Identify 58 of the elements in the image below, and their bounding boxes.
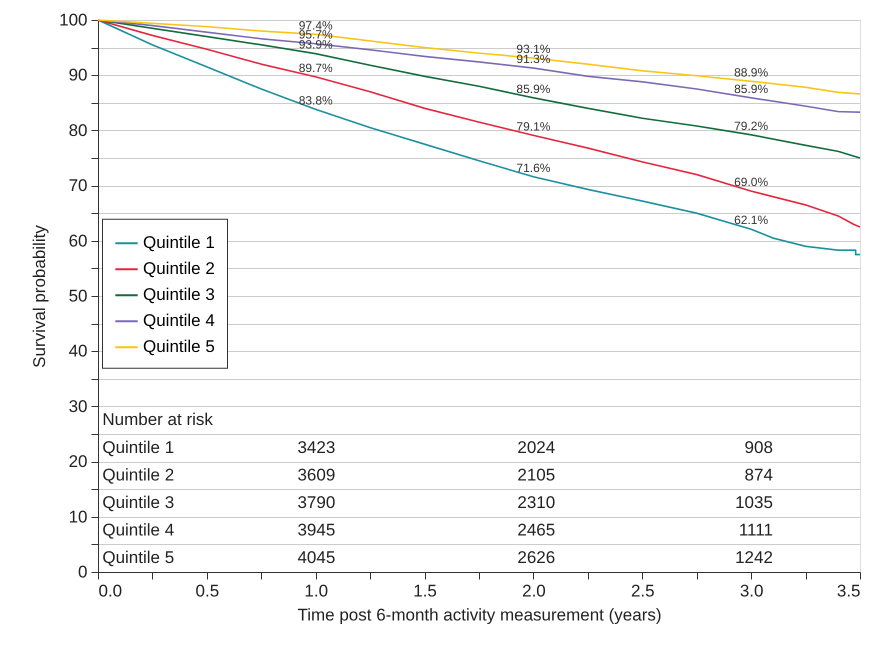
y-tick-label: 50 <box>68 286 88 306</box>
x-tick-label: 1.0 <box>304 582 328 600</box>
y-axis-title: Survival probability <box>30 224 50 368</box>
annotation: 2310 <box>517 493 556 512</box>
annotation: 3609 <box>297 465 336 484</box>
annotation: Quintile 3 <box>102 493 174 512</box>
legend-label: Quintile 5 <box>143 337 215 356</box>
y-tick-label: 0 <box>78 562 88 582</box>
annotation: 2626 <box>517 548 556 568</box>
annotation: 3423 <box>297 438 336 457</box>
annotation: 3945 <box>297 520 336 540</box>
legend-label: Quintile 2 <box>143 259 215 278</box>
y-tick-label: 10 <box>68 507 88 526</box>
annotation: 79.2% <box>734 118 768 133</box>
line-series <box>97 19 861 95</box>
annotation: 85.9% <box>516 82 551 96</box>
x-tick-label: 2.0 <box>522 582 546 600</box>
annotation: 62.1% <box>734 213 768 228</box>
annotation: 88.9% <box>734 65 768 80</box>
annotation: Quintile 4 <box>102 520 174 540</box>
legend-label: Quintile 1 <box>143 233 215 252</box>
y-tick-label: 90 <box>68 66 88 85</box>
legend-label: Quintile 3 <box>143 285 215 304</box>
annotation: 2105 <box>517 465 556 484</box>
y-tick-label: 60 <box>68 231 88 250</box>
annotation: 71.6% <box>516 160 551 175</box>
y-tick-label: 40 <box>68 342 88 361</box>
annotation: 1111 <box>738 520 773 540</box>
annotation: Quintile 5 <box>102 548 174 568</box>
annotation: 1035 <box>735 493 773 512</box>
annotation: Quintile 2 <box>102 465 174 484</box>
y-tick-label: 80 <box>68 120 88 140</box>
annotation: Quintile 1 <box>102 438 174 457</box>
annotation: 79.1% <box>516 119 551 134</box>
x-tick-label: 0.0 <box>98 582 122 600</box>
x-tick-label: 0.5 <box>196 582 220 600</box>
annotation: 2024 <box>517 438 556 457</box>
x-axis-title: Time post 6-month activity measurement (years) <box>297 606 662 624</box>
y-tick-label: 70 <box>68 176 88 196</box>
x-tick-label: 3.5 <box>836 582 860 600</box>
x-tick-label: 3.0 <box>740 582 764 600</box>
annotation: Number at risk <box>102 410 214 430</box>
annotation: 69.0% <box>734 175 768 190</box>
y-tick-label: 20 <box>68 452 88 472</box>
y-tick-label: 100 <box>59 10 88 30</box>
annotation: 85.9% <box>734 82 768 96</box>
legend-label: Quintile 4 <box>143 311 215 330</box>
x-tick-label: 1.5 <box>413 582 437 600</box>
annotation: 1242 <box>735 548 773 568</box>
annotation: 2465 <box>517 520 556 540</box>
annotation: 3790 <box>297 493 336 512</box>
y-tick-label: 30 <box>68 396 88 416</box>
x-tick-label: 2.5 <box>630 582 655 600</box>
annotation: 89.7% <box>298 60 334 75</box>
annotation: 4045 <box>297 548 336 568</box>
annotation: 83.8% <box>298 93 334 108</box>
annotation: 908 <box>744 438 773 457</box>
annotation: 874 <box>744 465 773 484</box>
